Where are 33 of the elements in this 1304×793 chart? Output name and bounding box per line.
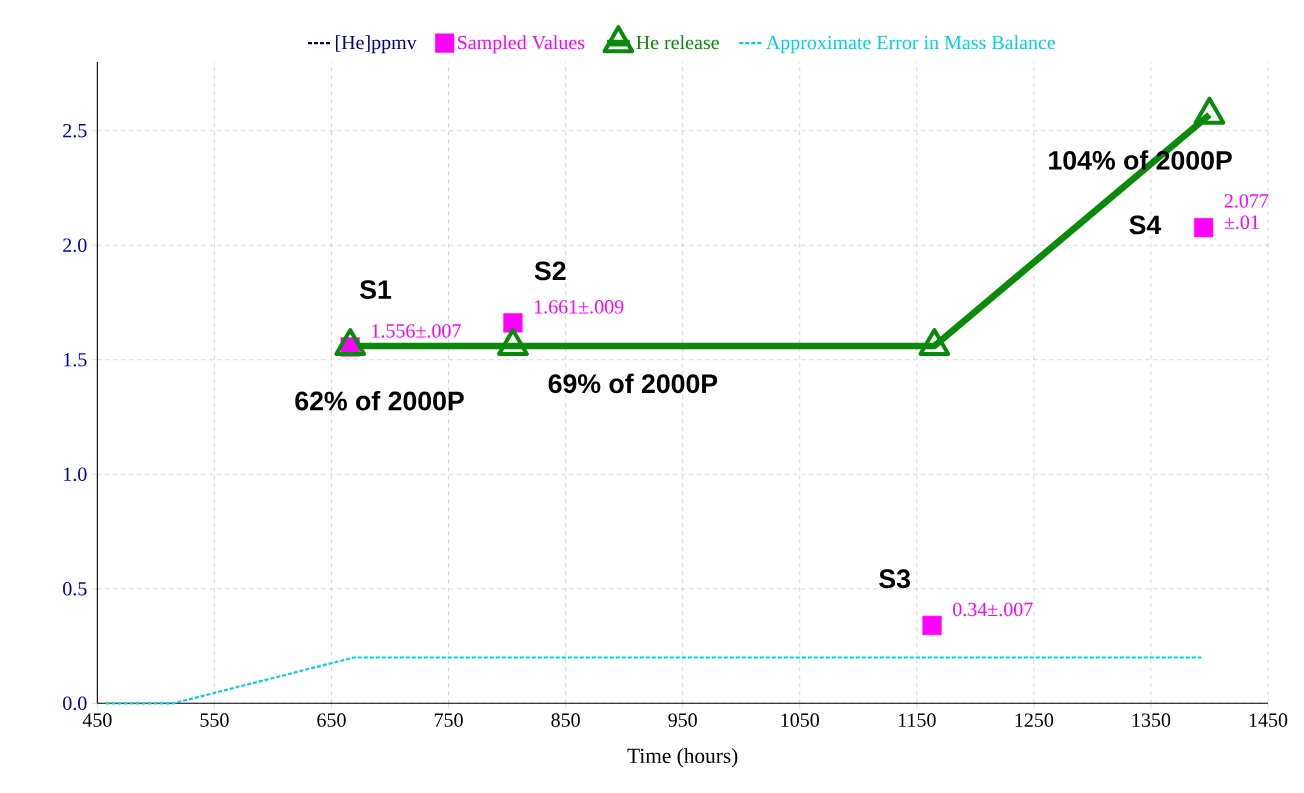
data-label: 0.34±.007 bbox=[953, 602, 1033, 617]
annotation: S4 bbox=[1129, 215, 1162, 235]
x-tick-label: 650 bbox=[317, 713, 346, 727]
x-tick-label: 1450 bbox=[1249, 713, 1288, 727]
data-label: 1.661±.009 bbox=[534, 299, 624, 314]
annotation: S1 bbox=[360, 280, 392, 299]
y-tick-label: 0.0 bbox=[63, 696, 87, 710]
annotation: S2 bbox=[534, 261, 566, 281]
legend-label: Sampled Values bbox=[458, 35, 585, 54]
x-tick-label: 1350 bbox=[1132, 713, 1171, 727]
y-tick-label: 1.0 bbox=[64, 467, 87, 481]
legend-label: Approximate Error in Mass Balance bbox=[766, 35, 1056, 54]
data-label: 1.556±.007 bbox=[372, 323, 461, 338]
y-tick-label: 2.5 bbox=[63, 123, 87, 138]
x-tick-label: 1250 bbox=[1015, 713, 1054, 727]
legend-label: [He]ppmv bbox=[335, 35, 417, 54]
x-tick-label: 950 bbox=[668, 713, 697, 727]
y-tick-label: 2.0 bbox=[63, 238, 87, 252]
annotation: S3 bbox=[879, 569, 911, 589]
annotation: 62% of 2000P bbox=[295, 390, 464, 411]
annotation: 104% of 2000P bbox=[1049, 150, 1232, 170]
x-tick-label: 450 bbox=[82, 713, 112, 727]
x-tick-label: 850 bbox=[551, 713, 580, 727]
x-tick-label: 1150 bbox=[898, 713, 936, 727]
annotation: 69% of 2000P bbox=[548, 373, 718, 393]
x-tick-label: 550 bbox=[200, 713, 229, 727]
x-tick-label: 1050 bbox=[781, 713, 819, 727]
data-label: 2.077 ±.01 bbox=[1224, 193, 1269, 229]
y-tick-label: 1.5 bbox=[64, 352, 87, 367]
x-axis-title: Time (hours) bbox=[627, 747, 738, 768]
x-tick-label: 750 bbox=[434, 713, 463, 727]
legend-label: He release bbox=[636, 35, 719, 50]
y-tick-label: 0.5 bbox=[63, 581, 87, 596]
